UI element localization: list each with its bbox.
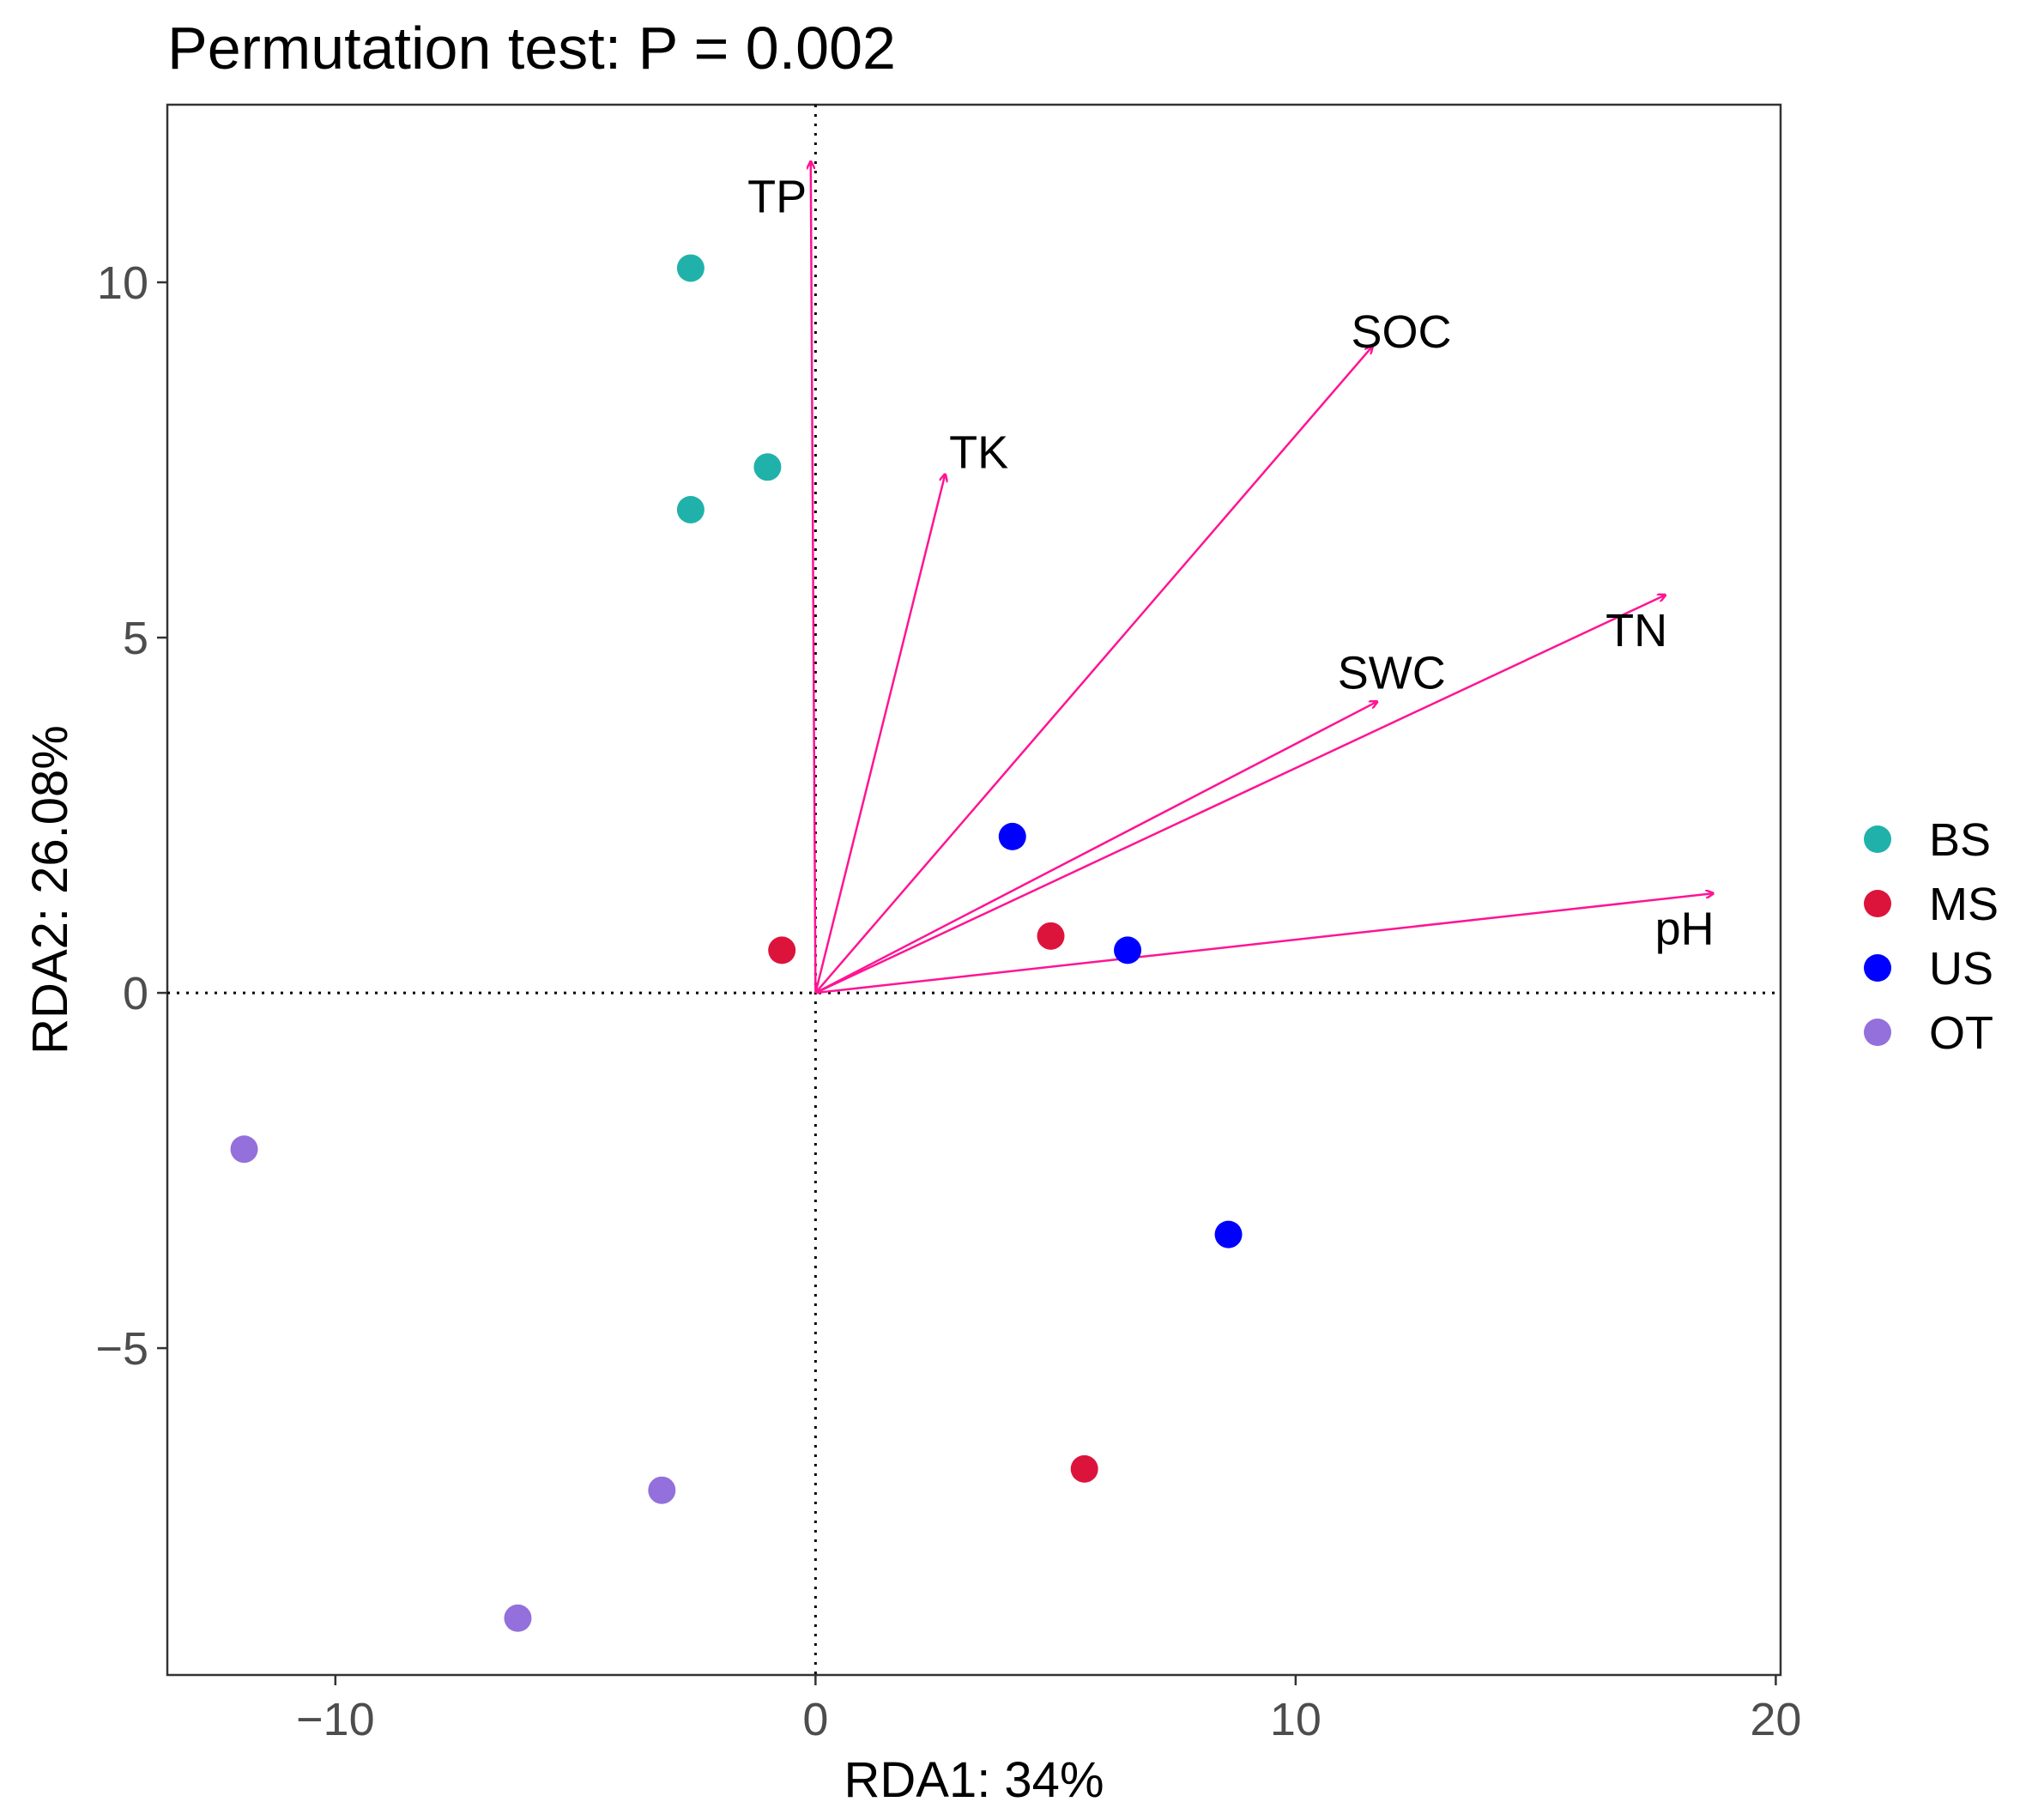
legend-key-ot xyxy=(1864,1019,1891,1046)
legend-label-us: US xyxy=(1929,943,1993,995)
legend-key-bs xyxy=(1864,825,1891,853)
y-axis-title: RDA2: 26.08% xyxy=(22,725,78,1055)
arrow-soc xyxy=(814,347,1372,994)
sample-points xyxy=(230,254,1243,1632)
y-tick-label: 0 xyxy=(123,968,148,1019)
arrow-ph xyxy=(815,893,1713,995)
arrow-swc xyxy=(814,702,1377,995)
y-tick-label: −5 xyxy=(95,1323,148,1375)
arrow-tk xyxy=(814,475,945,994)
legend-key-ms xyxy=(1864,890,1891,917)
arrow-label-tn: TN xyxy=(1606,605,1667,656)
point-bs xyxy=(676,254,705,282)
x-tick-label: 20 xyxy=(1750,1694,1801,1745)
legend-label-ot: OT xyxy=(1929,1007,1993,1059)
x-tick-label: 0 xyxy=(802,1694,828,1745)
arrow-label-tp: TP xyxy=(747,172,807,223)
arrow-label-soc: SOC xyxy=(1351,306,1451,358)
legend: BS MS US OT xyxy=(1864,814,1999,1059)
environment-arrows: TP TK SOC SWC TN pH xyxy=(747,161,1715,995)
point-us xyxy=(998,822,1026,850)
axis-ticks: −10 0 10 20 −5 0 5 10 xyxy=(95,257,1801,1745)
point-ot xyxy=(230,1135,258,1164)
point-bs xyxy=(753,453,782,481)
y-tick-label: 5 xyxy=(123,613,148,664)
chart-title: Permutation test: P = 0.002 xyxy=(167,15,896,82)
arrow-tp xyxy=(811,161,817,994)
point-us xyxy=(1214,1220,1243,1249)
point-ms xyxy=(1037,922,1065,950)
point-ot xyxy=(648,1476,676,1504)
x-tick-label: 10 xyxy=(1270,1694,1321,1745)
arrow-label-ph: pH xyxy=(1655,904,1715,955)
point-ms xyxy=(1070,1454,1098,1483)
arrow-label-swc: SWC xyxy=(1338,647,1446,698)
point-bs xyxy=(676,495,705,523)
legend-key-us xyxy=(1864,954,1891,982)
x-axis-title: RDA1: 34% xyxy=(844,1752,1104,1808)
point-ms xyxy=(768,936,796,964)
arrow-label-tk: TK xyxy=(949,427,1008,479)
legend-label-bs: BS xyxy=(1929,814,1991,866)
point-ot xyxy=(504,1604,532,1632)
y-tick-label: 10 xyxy=(97,257,148,309)
x-tick-label: −10 xyxy=(296,1694,375,1745)
point-us xyxy=(1114,936,1142,964)
arrow-tn xyxy=(814,595,1665,995)
legend-label-ms: MS xyxy=(1929,879,1999,930)
plot-panel xyxy=(166,103,1782,1677)
